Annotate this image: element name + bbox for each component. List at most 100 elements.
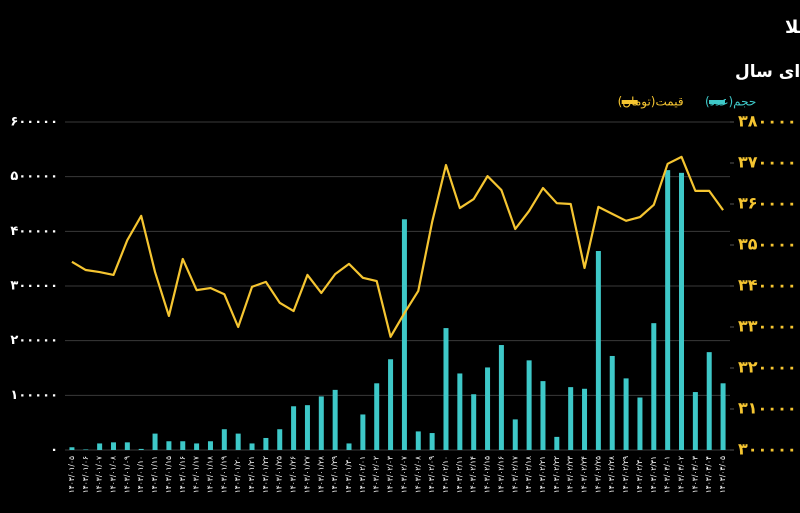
y-tick-label: ۵۰۰۰۰۰ [10,169,58,184]
x-tick-label: ۱۴۰۳/۰۲/۲۲ [552,456,561,493]
x-tick-label: ۱۴۰۳/۰۲/۱۸ [524,456,533,493]
x-tick-label: ۱۴۰۳/۰۲/۳۱ [649,456,658,493]
bar [401,219,407,450]
x-tick-label: ۱۴۰۳/۰۲/۱۴ [469,456,478,493]
x-tick-label: ۱۴۰۳/۰۲/۱۱ [455,456,464,493]
y2-tick-label: ۳۰۰۰۰۰ [738,440,797,459]
x-tick-label: ۱۴۰۳/۰۱/۲۷ [302,456,311,493]
chart-title: معاملات روزانه گواهی سپرده کالایی شمش طل… [785,16,800,38]
y-tick-label: ۰ [50,443,58,458]
bar [97,443,103,450]
bar [651,323,657,450]
x-tick-label: ۱۴۰۳/۰۲/۱۷ [510,456,519,493]
bar [485,367,491,450]
bar [706,352,712,450]
x-tick-label: ۱۴۰۳/۰۳/۰۳ [690,456,699,493]
x-tick-label: ۱۴۰۳/۰۲/۰۱ [358,456,367,493]
bar [263,437,269,450]
bar [554,436,560,450]
y2-tick-label: ۳۵۰۰۰۰ [738,235,797,254]
bar [415,431,421,450]
y2-tick-label: ۳۶۰۰۰۰ [738,194,797,213]
y2-tick-label: ۳۳۰۰۰۰ [738,317,797,336]
x-tick-label: ۱۴۰۳/۰۲/۳۰ [635,456,644,493]
x-tick-label: ۱۴۰۳/۰۱/۰۸ [108,456,117,493]
bar [720,383,726,450]
legend-label: قیمت(تومان) [618,95,684,110]
x-tick-label: ۱۴۰۳/۰۱/۲۰ [233,456,242,493]
bar [221,429,227,450]
x-tick-label: ۱۴۰۳/۰۲/۱۵ [483,456,492,493]
legend-swatch [709,100,725,104]
bar [194,443,200,450]
y-tick-label: ۶۰۰۰۰۰ [10,115,58,130]
bar [360,414,366,450]
x-tick-label: ۱۴۰۳/۰۲/۲۳ [566,456,575,493]
legend-swatch [621,100,638,104]
x-tick-label: ۱۴۰۳/۰۱/۰۵ [67,456,76,493]
x-tick-label: ۱۴۰۳/۰۱/۰۷ [95,456,104,493]
x-tick-label: ۱۴۰۳/۰۱/۲۹ [330,456,339,493]
bar [388,359,394,450]
bar [166,441,172,450]
chart-subtitle: از ابتدای سال [735,62,800,82]
y2-tick-label: ۳۸۰۰۰۰ [738,112,797,131]
bar [277,429,283,450]
bar [526,360,532,450]
x-tick-label: ۱۴۰۳/۰۱/۱۰ [136,456,145,493]
x-tick-label: ۱۴۰۳/۰۲/۰۸ [413,456,422,493]
bar [291,406,297,450]
legend-label: حجم(عدد) [705,95,756,109]
bar [582,388,588,450]
bar [235,433,241,450]
x-tick-label: ۱۴۰۳/۰۲/۰۷ [399,456,408,493]
bar [568,387,574,450]
x-tick-label: ۱۴۰۳/۰۱/۲۸ [316,456,325,493]
x-tick-label: ۱۴۰۳/۰۱/۱۹ [219,456,228,493]
y-tick-label: ۲۰۰۰۰۰ [10,333,58,348]
bar [138,448,144,450]
bar [609,355,615,450]
y2-tick-label: ۳۲۰۰۰۰ [738,358,797,377]
bar [512,419,518,450]
y-tick-label: ۳۰۰۰۰۰ [10,279,58,294]
bar [623,378,629,450]
x-tick-label: ۱۴۰۳/۰۱/۰۹ [122,456,131,493]
bar [332,389,338,450]
x-tick-label: ۱۴۰۳/۰۳/۰۲ [677,456,686,493]
x-tick-label: ۱۴۰۳/۰۱/۲۵ [275,456,284,493]
y2-tick-label: ۳۴۰۰۰۰ [738,276,797,295]
bar [83,449,89,450]
bar [346,443,352,450]
bar [249,443,255,450]
bar [124,442,130,450]
x-tick-label: ۱۴۰۳/۰۲/۲۵ [593,456,602,493]
bar [110,442,116,450]
x-tick-label: ۱۴۰۳/۰۱/۱۵ [164,456,173,493]
x-tick-label: ۱۴۰۳/۰۱/۳۰ [344,456,353,493]
bar [457,373,463,450]
y-tick-label: ۴۰۰۰۰۰ [10,224,58,239]
bar [637,397,643,450]
x-tick-label: ۱۴۰۳/۰۳/۰۴ [704,456,713,493]
x-tick-label: ۱۴۰۳/۰۱/۲۲ [261,456,270,493]
bar [471,394,477,450]
bar [443,328,449,450]
x-tick-label: ۱۴۰۳/۰۱/۱۱ [150,456,159,493]
x-tick-label: ۱۴۰۳/۰۲/۱۶ [496,456,505,493]
bar [692,392,698,450]
x-tick-label: ۱۴۰۳/۰۱/۰۶ [81,456,90,493]
bar [498,345,504,450]
bar [374,383,380,450]
x-tick-label: ۱۴۰۳/۰۱/۲۱ [247,456,256,493]
x-tick-label: ۱۴۰۳/۰۳/۰۵ [718,456,727,493]
bar [207,441,213,450]
bar [304,405,310,450]
y-tick-label: ۱۰۰۰۰۰ [10,388,58,403]
bar [679,172,685,450]
x-tick-label: ۱۴۰۳/۰۲/۲۹ [621,456,630,493]
x-tick-label: ۱۴۰۳/۰۱/۱۷ [192,456,201,493]
x-tick-label: ۱۴۰۳/۰۲/۱۰ [441,456,450,493]
x-tick-label: ۱۴۰۳/۰۱/۲۶ [289,456,298,493]
bar [429,433,435,450]
